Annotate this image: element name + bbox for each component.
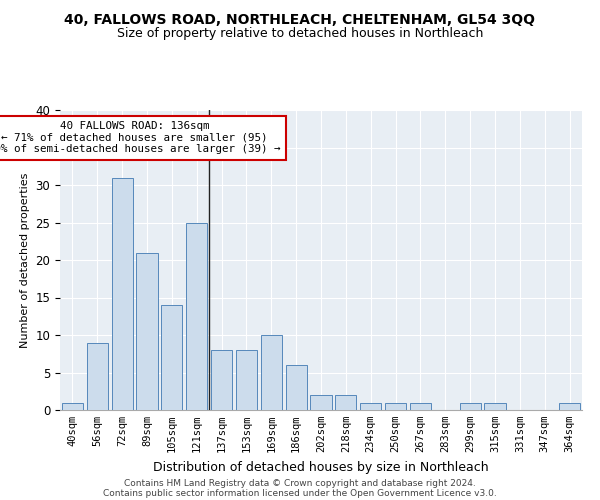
Bar: [87, 342, 108, 410]
Text: Contains public sector information licensed under the Open Government Licence v3: Contains public sector information licen…: [103, 488, 497, 498]
Bar: [236, 350, 257, 410]
X-axis label: Distribution of detached houses by size in Northleach: Distribution of detached houses by size …: [153, 460, 489, 473]
Bar: [335, 395, 356, 410]
Bar: [310, 395, 332, 410]
Bar: [360, 402, 381, 410]
Bar: [484, 402, 506, 410]
Bar: [136, 252, 158, 410]
Y-axis label: Number of detached properties: Number of detached properties: [20, 172, 30, 348]
Bar: [211, 350, 232, 410]
Bar: [385, 402, 406, 410]
Text: 40, FALLOWS ROAD, NORTHLEACH, CHELTENHAM, GL54 3QQ: 40, FALLOWS ROAD, NORTHLEACH, CHELTENHAM…: [65, 12, 536, 26]
Bar: [286, 365, 307, 410]
Bar: [186, 222, 207, 410]
Bar: [559, 402, 580, 410]
Text: 40 FALLOWS ROAD: 136sqm
← 71% of detached houses are smaller (95)
29% of semi-de: 40 FALLOWS ROAD: 136sqm ← 71% of detache…: [0, 121, 281, 154]
Bar: [261, 335, 282, 410]
Bar: [161, 305, 182, 410]
Text: Contains HM Land Registry data © Crown copyright and database right 2024.: Contains HM Land Registry data © Crown c…: [124, 478, 476, 488]
Text: Size of property relative to detached houses in Northleach: Size of property relative to detached ho…: [117, 28, 483, 40]
Bar: [410, 402, 431, 410]
Bar: [460, 402, 481, 410]
Bar: [112, 178, 133, 410]
Bar: [62, 402, 83, 410]
